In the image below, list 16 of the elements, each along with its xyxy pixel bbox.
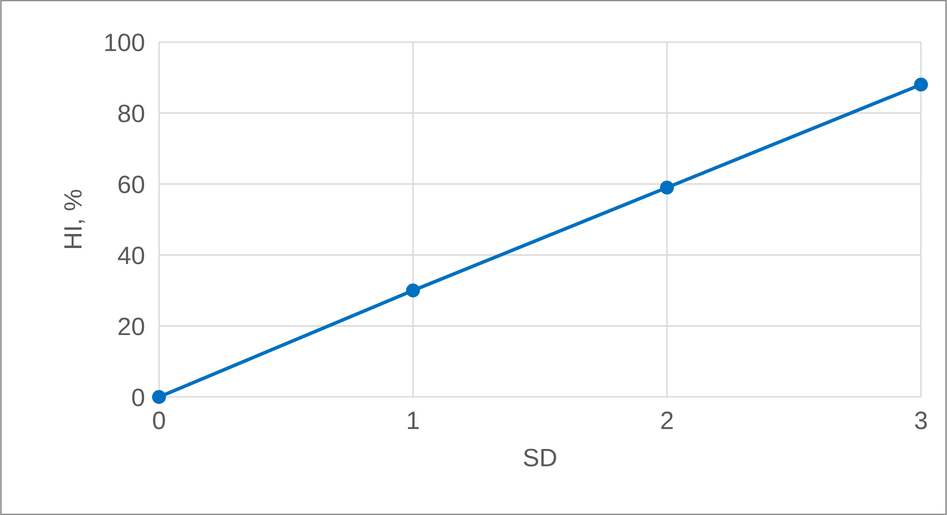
x-tick-label: 3 bbox=[915, 412, 927, 430]
point bbox=[152, 390, 166, 404]
y-axis-title: HI, % bbox=[64, 190, 85, 248]
y-tick-label: 0 bbox=[132, 388, 144, 406]
y-tick-label: 80 bbox=[118, 104, 144, 122]
y-tick-label: 100 bbox=[105, 34, 144, 52]
y-tick-label: 40 bbox=[118, 246, 144, 264]
y-tick-label: 60 bbox=[118, 176, 144, 194]
y-tick-label: 20 bbox=[118, 318, 144, 336]
point bbox=[406, 284, 420, 298]
x-axis-title: SD bbox=[524, 448, 556, 466]
x-tick-label: 2 bbox=[661, 412, 673, 430]
x-tick-label: 1 bbox=[408, 412, 419, 430]
x-tick-label: 0 bbox=[153, 412, 165, 430]
point bbox=[914, 78, 928, 92]
point bbox=[660, 180, 674, 194]
